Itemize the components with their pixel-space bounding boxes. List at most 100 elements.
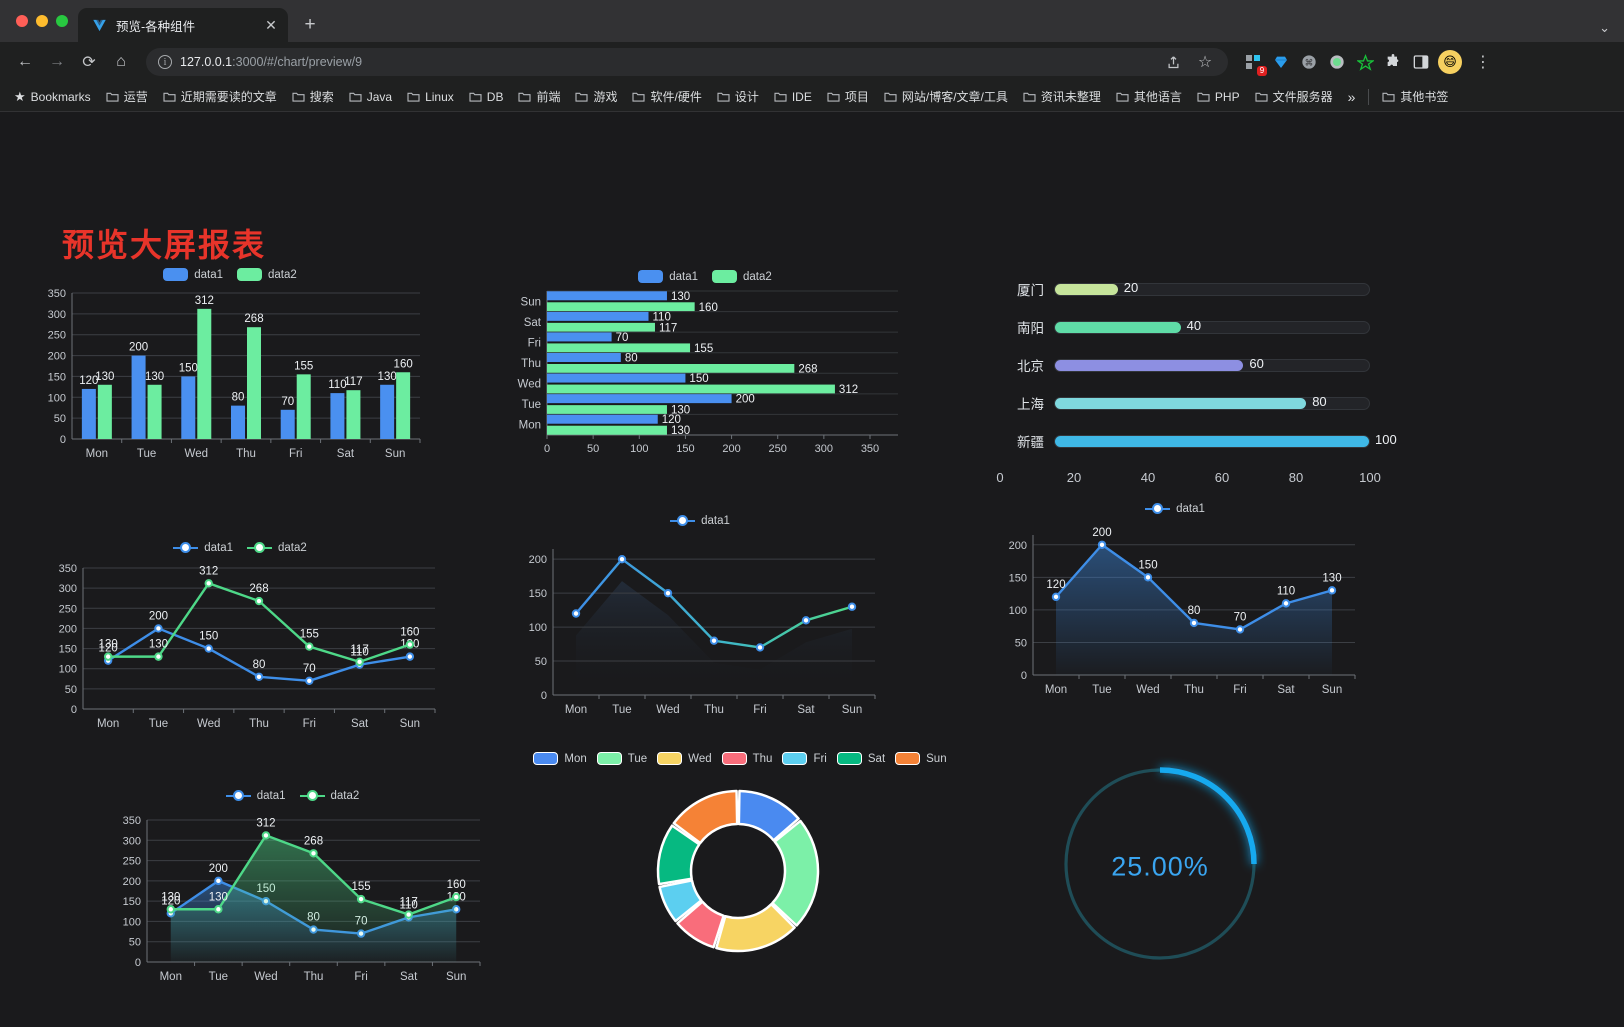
folder-icon (1116, 91, 1129, 102)
legend-dot (677, 515, 689, 526)
legend-item-mon[interactable]: Mon (533, 752, 587, 765)
bookmarks-overflow-button[interactable]: » (1347, 88, 1356, 105)
legend-label: data1 (204, 541, 233, 554)
legend-item-sat[interactable]: Sat (836, 752, 885, 765)
legend-item-data1[interactable]: data1 (163, 268, 223, 281)
legend-item-data1[interactable]: data1 (670, 514, 730, 527)
progress-fill (1055, 359, 1244, 371)
chart-line-gradient[interactable]: data1 0 50 100 150 200 Mon Tue Wed Thu Fri Sat Sun (505, 512, 895, 727)
bookmark-folder[interactable]: 搜索 (286, 85, 340, 108)
chart-bar-vertical[interactable]: data1 data2 0 50 100 150 200 250 300 350 Mon 120 1… (30, 262, 430, 482)
legend-item-tue[interactable]: Tue (596, 752, 647, 765)
svg-text:Sat: Sat (797, 704, 815, 716)
bookmark-folder[interactable]: Java (343, 87, 398, 107)
bookmark-folder[interactable]: 软件/硬件 (626, 85, 707, 108)
bookmark-folder[interactable]: 设计 (711, 85, 765, 108)
svg-text:300: 300 (123, 835, 141, 847)
back-button[interactable]: ← (17, 53, 33, 70)
bookmark-folder[interactable]: 文件服务器 (1249, 85, 1339, 108)
bookmark-folder[interactable]: 游戏 (569, 85, 623, 108)
page-title: 预览大屏报表 (62, 227, 267, 263)
legend-item-data2[interactable]: data2 (300, 789, 359, 802)
browser-menu-button[interactable]: ⋮ (1475, 54, 1491, 71)
bookmark-folder[interactable]: Linux (401, 87, 460, 107)
legend-item-thu[interactable]: Thu (721, 752, 772, 765)
chart-progress-bars[interactable]: 厦门 20 南阳 40 北京 60 上海 80 新疆 100 0 20 40 60 80 100 (996, 270, 1397, 500)
chart-gauge[interactable]: 25.00% (1045, 742, 1275, 992)
bookmark-folder[interactable]: 网站/博客/文章/工具 (878, 85, 1014, 108)
bookmarks-divider (1368, 88, 1370, 105)
profile-avatar[interactable]: 😄 (1438, 50, 1462, 74)
browser-tab[interactable]: 预览-各种组件 ✕ (78, 8, 288, 42)
puzzle-icon[interactable] (1382, 51, 1404, 73)
svg-text:130: 130 (209, 891, 228, 903)
chart-donut[interactable]: Mon Tue Wed Thu Fri Sat Sun (533, 752, 947, 992)
svg-text:80: 80 (625, 353, 638, 365)
chart-area-two-series[interactable]: data1 data2 0 50 100 150 200 250 300 350 Mon Tue W… (95, 787, 490, 1007)
new-tab-button[interactable]: + (304, 14, 316, 35)
maximize-window-button[interactable] (56, 15, 68, 27)
progress-row[interactable]: 北京 60 (1000, 346, 1370, 384)
home-button[interactable]: ⌂ (116, 53, 126, 70)
bookmark-folder[interactable]: 其他语言 (1110, 85, 1188, 108)
svg-text:Tue: Tue (209, 971, 228, 983)
command-icon[interactable]: ⌘ (1298, 51, 1320, 73)
diamond-icon[interactable] (1270, 51, 1292, 73)
progress-row[interactable]: 新疆 100 (1000, 422, 1397, 460)
progress-row[interactable]: 厦门 20 (1000, 270, 1370, 308)
svg-text:Sun: Sun (521, 296, 541, 308)
grid-badge-icon[interactable]: 9 (1242, 51, 1267, 76)
legend-item-sun[interactable]: Sun (895, 752, 947, 765)
sidepanel-icon[interactable] (1410, 51, 1432, 73)
address-bar[interactable]: i 127.0.0.1:3000/#/chart/preview/9 ☆ (146, 48, 1228, 76)
legend-item-data1[interactable]: data1 (638, 270, 698, 283)
bookmark-folder[interactable]: 项目 (821, 85, 875, 108)
site-info-icon[interactable]: i (158, 55, 172, 69)
bookmark-star-icon[interactable]: ☆ (1197, 54, 1213, 71)
legend-item-wed[interactable]: Wed (657, 752, 712, 765)
close-window-button[interactable] (16, 15, 28, 27)
legend-item-data1[interactable]: data1 (1145, 502, 1205, 515)
legend-item-data2[interactable]: data2 (712, 270, 772, 283)
legend-item-fri[interactable]: Fri (782, 752, 827, 765)
circle-green-icon[interactable] (1326, 51, 1348, 73)
svg-text:Fri: Fri (354, 971, 367, 983)
reload-button[interactable]: ⟳ (82, 54, 96, 71)
bookmark-folder[interactable]: DB (463, 87, 510, 107)
folder-icon (1023, 91, 1036, 102)
bookmarks-manager-entry[interactable]: ★ Bookmarks (8, 86, 97, 108)
axis-tick: 60 (1214, 470, 1230, 485)
chart-bar-horizontal[interactable]: data1 data2 0 50 100 150 200 250 300 350 Sun 130 1… (505, 264, 905, 479)
svg-text:312: 312 (839, 384, 858, 396)
legend-line (226, 789, 251, 802)
legend-item-data1[interactable]: data1 (226, 789, 286, 802)
share-icon[interactable] (1162, 51, 1184, 73)
other-bookmarks-folder[interactable]: 其他书签 (1376, 85, 1454, 108)
forward-button[interactable]: → (49, 53, 65, 70)
svg-text:70: 70 (1234, 611, 1247, 623)
progress-row[interactable]: 上海 80 (1000, 384, 1370, 422)
progress-row[interactable]: 南阳 40 (1000, 308, 1370, 346)
gauge-progress-arc (1159, 767, 1257, 865)
bookmark-folder[interactable]: 运营 (100, 85, 154, 108)
svg-text:70: 70 (303, 663, 316, 675)
bookmark-folder[interactable]: PHP (1191, 87, 1246, 107)
svg-text:100: 100 (123, 916, 141, 928)
bookmark-folder[interactable]: 资讯未整理 (1017, 85, 1107, 108)
close-tab-button[interactable]: ✕ (265, 16, 277, 33)
chart-area-single[interactable]: data1 0 50 100 150 200 Mon Tue Wed Thu Fri Sat Sun 1… (985, 500, 1365, 712)
chevron-down-icon[interactable]: ⌄ (1599, 20, 1610, 35)
bookmark-folder[interactable]: 近期需要读的文章 (157, 85, 283, 108)
bookmark-folder[interactable]: IDE (768, 87, 818, 107)
svg-text:312: 312 (195, 295, 214, 307)
bookmark-folder[interactable]: 前端 (512, 85, 566, 108)
svg-text:Wed: Wed (656, 704, 679, 716)
svg-text:Sun: Sun (446, 971, 466, 983)
legend-item-data2[interactable]: data2 (247, 541, 307, 554)
star-outline-green-icon[interactable] (1354, 51, 1376, 73)
legend-item-data2[interactable]: data2 (237, 268, 297, 281)
minimize-window-button[interactable] (36, 15, 48, 27)
legend-item-data1[interactable]: data1 (173, 541, 233, 554)
svg-text:Fri: Fri (1233, 684, 1246, 696)
chart-line-two-series[interactable]: data1 data2 0 50 100 150 200 250 300 350 Mon Tue W… (35, 537, 445, 752)
